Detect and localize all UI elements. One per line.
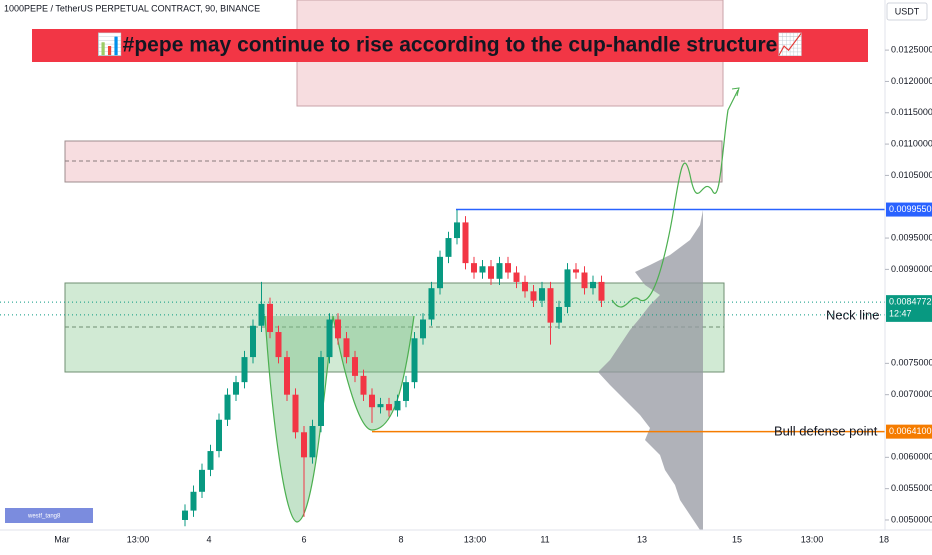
candle-body [437,256,443,289]
candle-body [360,375,367,395]
candle-body [573,269,579,273]
candle-body [207,451,214,470]
candle-body [522,281,528,292]
cup-outline [264,315,415,523]
candle-body [496,263,503,279]
x-tick-label: 18 [879,534,889,544]
currency-button[interactable] [886,2,928,21]
candle-body [539,288,545,301]
title-banner [32,29,868,62]
candle-body [309,426,316,458]
chart-title: 📊#pepe may continue to rise according to… [97,32,804,57]
volume-profile [598,210,703,530]
x-tick-label: 8 [398,534,403,544]
candle-body [182,510,188,520]
candle-body [275,332,282,358]
candle-body [598,281,605,301]
candle-body [284,357,290,395]
x-tick-label: Mar [54,534,70,544]
y-tick-label: 0.0060000 [891,452,932,462]
cup-left [265,316,333,522]
countdown-bg [886,309,932,320]
cup-right [333,316,414,430]
candle-body [420,319,426,339]
candle-body [445,238,452,257]
x-tick-label: 13:00 [127,534,150,544]
candle-body [411,338,418,383]
candle-body [581,272,588,289]
candle-body [513,272,520,282]
candle-body [301,432,307,458]
price-label-bg [886,202,932,217]
y-tick-label: 0.0070000 [891,389,932,399]
author-badge [5,508,93,523]
x-tick-label: 11 [540,534,549,544]
price-label-bg [886,295,932,310]
candle-body [479,266,486,273]
candle-body [224,394,231,420]
candle-body [250,325,256,358]
candle-body [241,357,248,383]
projection-path [611,89,739,308]
y-tick-label: 0.0115000 [891,107,932,117]
candle-body [403,382,409,401]
candle-body [318,357,324,427]
y-tick-label: 0.0110000 [891,138,932,148]
x-tick-label: 13:00 [801,534,824,544]
candle-body [343,338,350,358]
x-tick-label: 4 [206,534,211,544]
candle-body [564,269,571,307]
y-tick-label: 0.0075000 [891,358,932,368]
price-label: 0.0084772 [889,297,932,307]
price-axis [885,0,932,530]
candle-body [326,319,333,358]
candle-body [394,400,401,411]
candle-body [386,404,392,411]
x-tick-label: 13 [637,534,647,544]
projection-arrow [731,87,740,97]
y-tick-label: 0.0090000 [891,264,932,274]
annotation: Neck line [826,307,879,322]
candle-body [462,222,469,264]
symbol: 1000PEPE / TetherUS PERPETUAL CONTRACT, … [4,3,260,13]
candle-body [505,263,511,273]
y-tick-label: 0.0055000 [891,483,932,493]
candle-body [488,266,494,279]
candle-body [428,288,435,320]
y-tick-label: 0.0105000 [891,170,932,180]
candle-body [258,303,265,326]
candle-body [335,319,341,339]
candle-body [556,306,562,323]
candle-body [369,394,375,408]
candle-body [267,303,273,333]
candle-body [216,419,222,452]
x-tick-label: 13:00 [464,534,487,544]
y-tick-label: 0.0125000 [891,44,932,54]
candle-body [530,291,537,301]
currency[interactable]: USDT [895,6,920,16]
price-label: 0.0099550 [889,204,932,214]
author-name: westf_tang8 [27,514,61,520]
countdown: 12:47 [889,309,912,319]
candle-body [292,394,299,433]
annotation: Bull defense point [774,423,878,438]
x-tick-label: 6 [301,534,306,544]
candle-body [547,288,554,323]
candle-body [471,263,477,273]
price-label-bg [886,424,932,439]
candle-body [199,469,205,492]
y-tick-label: 0.0120000 [891,76,932,86]
candle-body [454,222,460,239]
candle-body [352,357,358,376]
y-tick-label: 0.0050000 [891,514,932,524]
candle-body [590,281,596,289]
price-label: 0.0064100 [889,426,932,436]
candle-body [233,382,239,395]
candle-body [190,491,197,511]
x-tick-label: 15 [732,534,742,544]
candle-body [377,404,384,408]
y-tick-label: 0.0095000 [891,232,932,242]
